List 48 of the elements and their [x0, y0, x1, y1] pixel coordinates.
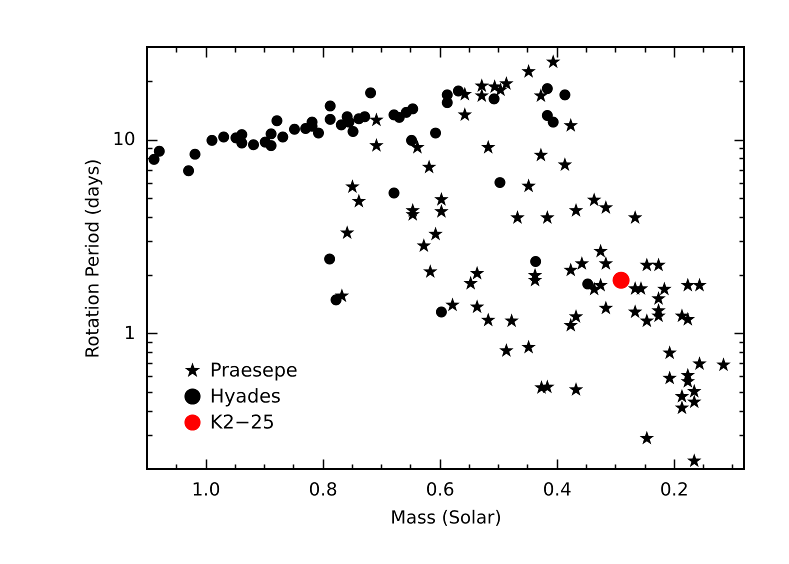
- point: [324, 114, 336, 125]
- point: [542, 83, 553, 94]
- point: [218, 132, 230, 143]
- x-tick-label: 0.4: [542, 480, 572, 500]
- point: [430, 128, 442, 139]
- point: [313, 128, 324, 139]
- point: [365, 87, 376, 98]
- point: [407, 103, 418, 114]
- point: [582, 278, 594, 290]
- x-tick-label: 0.6: [426, 480, 454, 500]
- legend-label: Praesepe: [210, 360, 298, 382]
- point: [277, 132, 288, 143]
- x-tick-label: 0.2: [660, 480, 689, 500]
- point: [436, 306, 447, 318]
- point: [359, 111, 370, 122]
- x-tick-label: 1.0: [192, 480, 220, 500]
- point: [388, 188, 400, 198]
- point: [266, 128, 277, 140]
- point: [442, 97, 453, 108]
- y-tick-label: 10: [112, 129, 136, 150]
- y-axis-title: Rotation Period (days): [82, 158, 104, 358]
- legend-label: Hyades: [210, 386, 281, 408]
- point: [236, 138, 248, 148]
- point: [190, 148, 200, 160]
- point: [330, 294, 342, 306]
- point: [248, 139, 259, 150]
- point: [271, 115, 282, 126]
- point: [559, 89, 570, 100]
- point: [324, 254, 336, 264]
- point: [612, 272, 630, 289]
- point: [266, 140, 277, 152]
- point: [206, 134, 218, 146]
- x-axis-title: Mass (Solar): [390, 508, 502, 528]
- point: [154, 146, 165, 157]
- point: [548, 116, 559, 128]
- y-tick-label: 1: [124, 322, 136, 344]
- point: [183, 165, 194, 176]
- point: [348, 126, 358, 137]
- point: [530, 256, 542, 267]
- x-tick-label: 0.8: [308, 480, 338, 500]
- point: [148, 154, 160, 165]
- point: [406, 134, 418, 146]
- point: [324, 100, 336, 112]
- point: [452, 85, 464, 96]
- point: [289, 124, 300, 135]
- point: [488, 93, 500, 104]
- legend-label: K2−25: [210, 412, 275, 434]
- point: [494, 177, 506, 188]
